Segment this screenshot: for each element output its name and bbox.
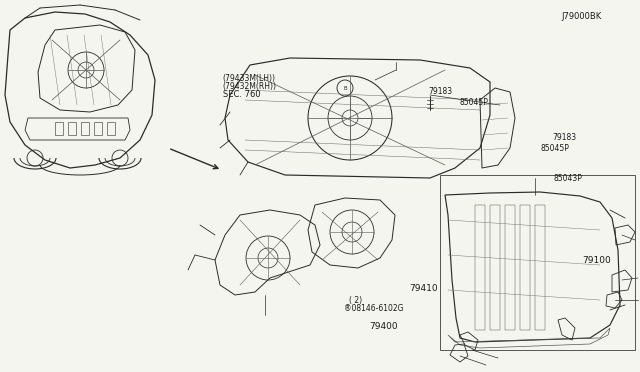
Text: (79433M(LH)): (79433M(LH))	[223, 74, 276, 83]
Text: 85043P: 85043P	[554, 174, 582, 183]
Text: (79432M(RH)): (79432M(RH))	[223, 82, 276, 91]
Text: 79410: 79410	[410, 284, 438, 293]
Text: 79400: 79400	[370, 322, 398, 331]
Text: SEC. 760: SEC. 760	[223, 90, 260, 99]
Bar	[440, 175, 635, 350]
Text: 79100: 79100	[582, 256, 611, 265]
Text: 85045P: 85045P	[541, 144, 570, 153]
Text: 85045P: 85045P	[460, 98, 488, 107]
Text: 79183: 79183	[552, 133, 577, 142]
Text: B: B	[343, 86, 347, 90]
Text: J79000BK: J79000BK	[561, 12, 602, 21]
Text: 79183: 79183	[429, 87, 453, 96]
Text: ( 2): ( 2)	[349, 296, 362, 305]
Text: ®08146-6102G: ®08146-6102G	[344, 304, 403, 313]
